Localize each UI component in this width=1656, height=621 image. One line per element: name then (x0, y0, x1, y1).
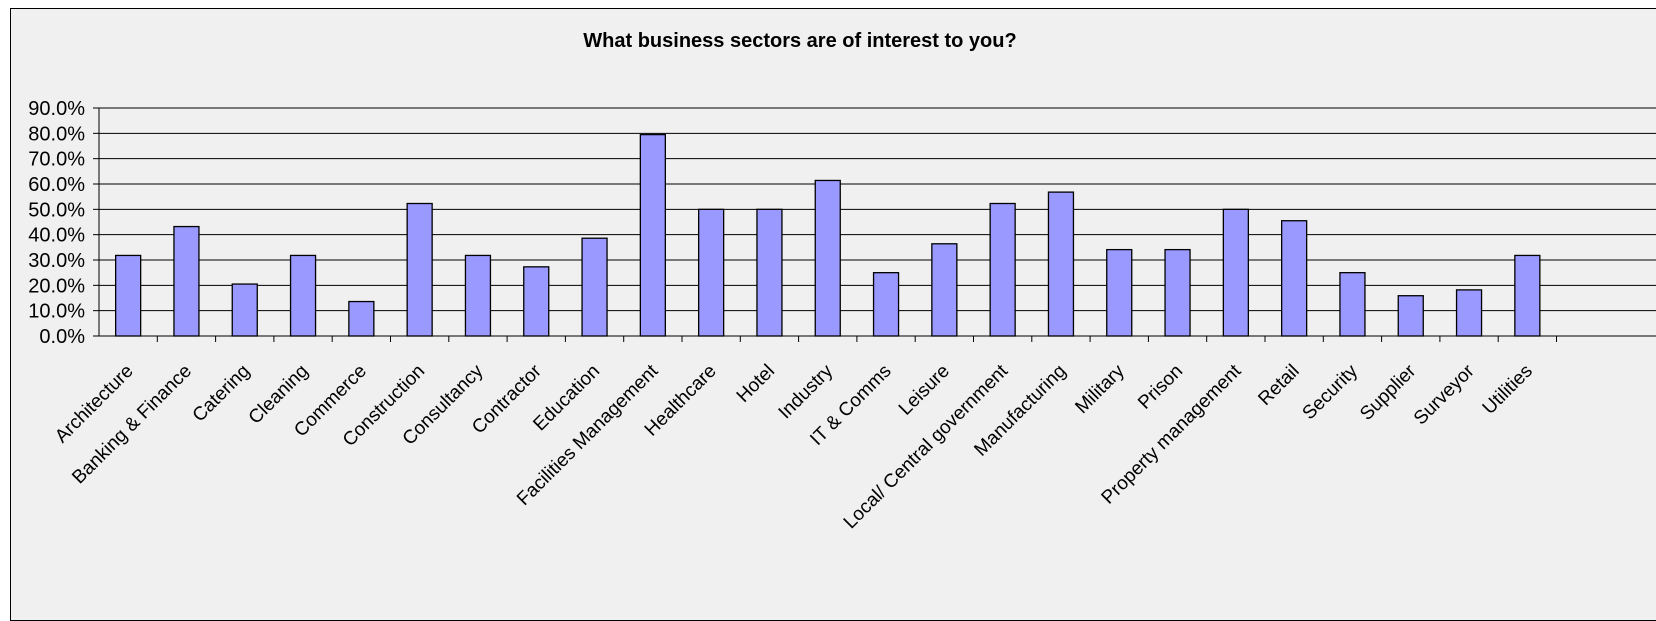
bar (523, 266, 550, 337)
bar (1397, 295, 1424, 337)
bar (756, 208, 783, 337)
chart-title: What business sectors are of interest to… (583, 30, 1017, 52)
bar (1514, 254, 1541, 337)
bars (115, 133, 1541, 337)
bar (1281, 220, 1308, 337)
x-tick-label: Security (1299, 360, 1363, 424)
bar (1339, 272, 1366, 337)
bar (289, 254, 317, 337)
bar (1106, 248, 1133, 337)
axes (93, 107, 1656, 342)
bar (931, 243, 958, 337)
bar (348, 300, 375, 337)
y-tick-label: 30.0% (28, 250, 85, 272)
gridlines (99, 107, 1656, 312)
bar (814, 179, 841, 337)
y-tick-label: 20.0% (28, 275, 85, 297)
x-tick-label: Utilities (1479, 361, 1537, 419)
x-tick-label: Prison (1134, 361, 1187, 414)
y-tick-label: 50.0% (28, 199, 85, 221)
bar (1164, 248, 1191, 337)
y-tick-label: 70.0% (28, 149, 85, 171)
x-tick-label: Catering (189, 361, 255, 427)
y-tick-label: 0.0% (39, 326, 85, 348)
bar (173, 225, 200, 337)
bar (639, 133, 666, 337)
bar (115, 254, 142, 337)
bar (872, 272, 900, 337)
y-tick-label: 80.0% (28, 123, 85, 145)
y-tick-label: 60.0% (28, 174, 85, 196)
x-tick-label: Surveyor (1410, 360, 1479, 429)
y-tick-label: 10.0% (28, 301, 85, 323)
bar (464, 254, 492, 337)
bar (1222, 208, 1249, 337)
x-tick-label: Retail (1254, 361, 1303, 410)
bar (1047, 191, 1075, 337)
bar (698, 208, 725, 337)
bar (581, 237, 608, 337)
x-tick-label: Leisure (895, 361, 954, 420)
bar (231, 283, 258, 337)
bar (1455, 289, 1483, 337)
x-tick-label: Military (1071, 360, 1129, 418)
y-tick-label: 90.0% (28, 98, 85, 120)
bar (406, 202, 433, 337)
y-tick-label: 40.0% (28, 225, 85, 247)
x-tick-label: Hotel (733, 361, 779, 407)
bar (989, 202, 1016, 337)
